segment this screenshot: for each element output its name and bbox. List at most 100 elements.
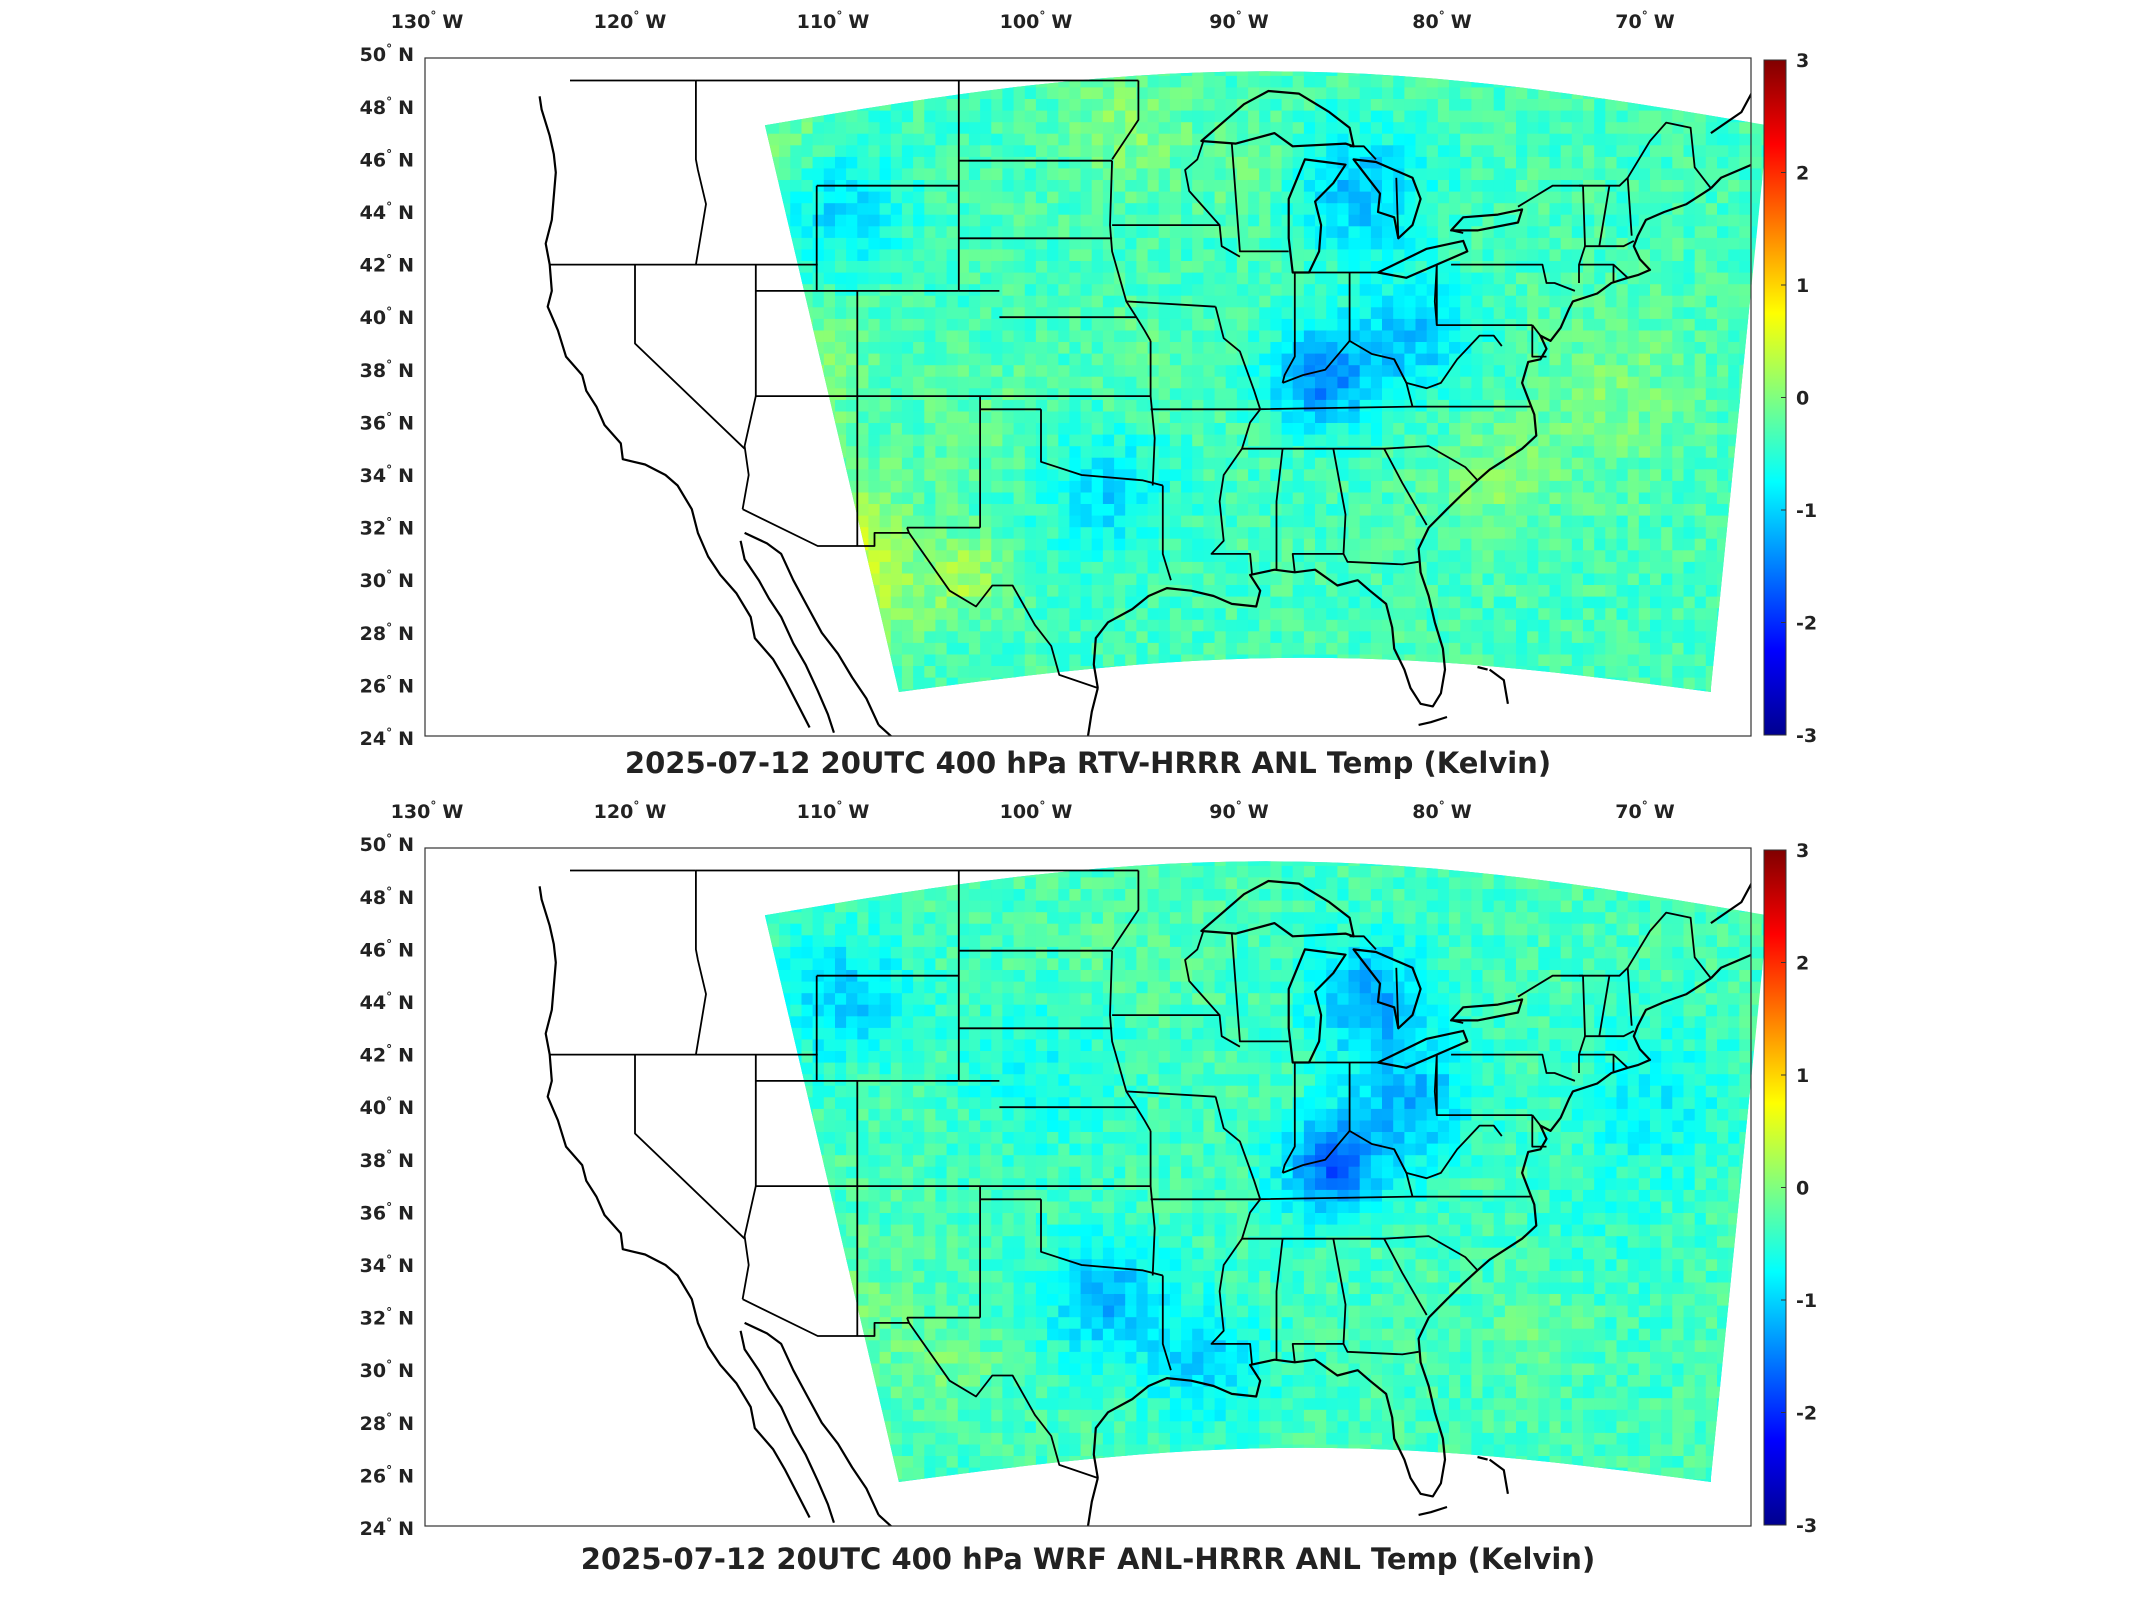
state-border <box>1578 185 1586 283</box>
latitude-tick-label: 44° N <box>360 990 414 1014</box>
coastline <box>1710 92 1751 135</box>
state-border <box>1626 911 1712 979</box>
state-border <box>1579 1053 1629 1069</box>
coastline <box>744 1321 880 1516</box>
latitude-tick-label: 48° N <box>360 885 414 909</box>
latitude-tick-label: 34° N <box>360 1253 414 1277</box>
state-border <box>1383 448 1428 526</box>
coastline <box>739 540 835 734</box>
longitude-tick-label: 130° W <box>391 9 464 33</box>
latitude-tick-label: 40° N <box>360 1095 414 1119</box>
state-border <box>1450 1019 1464 1024</box>
latitude-tick-label: 30° N <box>360 568 414 592</box>
state-border <box>1531 324 1542 337</box>
state-border <box>1040 409 1164 487</box>
colorbar-tick-label: 1 <box>1796 1065 1809 1087</box>
latitude-tick-label: 48° N <box>360 95 414 119</box>
coastline <box>739 1330 835 1524</box>
state-border <box>634 264 746 450</box>
state-border <box>1393 334 1503 390</box>
state-border <box>1579 967 1629 977</box>
state-border <box>1126 300 1216 308</box>
coastline <box>538 96 811 729</box>
state-border <box>1585 240 1635 248</box>
map-figure-rtv: 130° W 120° W 110° W 100° W 90° W 80° W 70° W 50° N 48° N… <box>360 9 1817 750</box>
longitude-tick-label: 110° W <box>797 799 870 823</box>
latitude-tick-label: 46° N <box>360 147 414 171</box>
state-border <box>1275 1238 1284 1360</box>
state-border <box>1230 143 1289 253</box>
longitude-tick-label: 100° W <box>1000 9 1073 33</box>
state-border <box>1531 325 1547 358</box>
state-border <box>742 1298 909 1337</box>
great-lake-outline <box>1376 239 1469 279</box>
coastline <box>1092 187 1712 708</box>
panel-title: 2025-07-12 20UTC 400 hPa WRF ANL-HRRR AN… <box>580 1542 1596 1576</box>
longitude-tick-label: 90° W <box>1209 799 1268 823</box>
state-border <box>1578 975 1586 1073</box>
map-boundaries <box>538 79 1751 736</box>
great-lake-outline <box>1200 89 1355 148</box>
state-border <box>1626 177 1633 236</box>
longitude-tick-label: 70° W <box>1615 9 1674 33</box>
colorbar-tick-label: 1 <box>1796 275 1809 297</box>
latitude-tick-label: 24° N <box>360 1516 414 1540</box>
state-border <box>1184 930 1241 1048</box>
latitude-tick-label: 36° N <box>360 1200 414 1224</box>
longitude-tick-label: 80° W <box>1412 9 1471 33</box>
state-border <box>1342 1343 1419 1356</box>
latitude-tick-label: 32° N <box>360 516 414 540</box>
island-outline <box>1418 1505 1448 1516</box>
latitude-tick-label: 34° N <box>360 463 414 487</box>
coastline <box>1086 1477 1099 1526</box>
longitude-tick-label: 80° W <box>1412 799 1471 823</box>
great-lake-outline <box>1287 948 1347 1064</box>
state-border <box>1433 1054 1438 1116</box>
state-border <box>1161 485 1172 581</box>
latitude-tick-label: 26° N <box>360 673 414 697</box>
great-lake-outline <box>1450 998 1524 1022</box>
colorbar-tick-label: 2 <box>1796 163 1809 185</box>
great-lake-outline <box>1450 208 1524 232</box>
colorbar-tick-label: -1 <box>1796 1290 1817 1312</box>
state-border <box>1230 933 1289 1043</box>
state-border <box>1517 974 1583 998</box>
latitude-tick-label: 44° N <box>360 200 414 224</box>
latitude-tick-label: 42° N <box>360 253 414 277</box>
state-border <box>1111 870 1140 950</box>
state-border <box>1585 1030 1635 1038</box>
state-border <box>1161 1275 1172 1371</box>
state-border <box>1531 1115 1547 1148</box>
state-border <box>1111 80 1140 160</box>
great-lake-outline <box>1352 948 1422 1030</box>
state-border <box>1150 1195 1531 1201</box>
colorbar-tick-label: 0 <box>1796 1178 1809 1200</box>
state-border <box>1393 1124 1503 1180</box>
state-border <box>1342 553 1419 566</box>
coastline <box>744 531 880 726</box>
coastline <box>1086 687 1099 736</box>
latitude-tick-label: 36° N <box>360 410 414 434</box>
state-border <box>634 1054 746 1240</box>
colorbar-tick-label: 2 <box>1796 953 1809 975</box>
state-border <box>1451 1053 1576 1082</box>
island-outline <box>1477 1455 1488 1461</box>
map-figure-wrf: 130° W 120° W 110° W 100° W 90° W 80° W 70° W 50° N 48° N… <box>360 799 1817 1540</box>
island-outline <box>1488 668 1509 704</box>
state-border <box>1598 975 1611 1037</box>
coastline <box>1710 882 1751 925</box>
state-border <box>754 185 818 292</box>
state-border <box>1040 1199 1164 1277</box>
state-border <box>1282 1235 1479 1271</box>
latitude-tick-label: 28° N <box>360 621 414 645</box>
island-outline <box>1488 1458 1509 1494</box>
latitude-tick-label: 42° N <box>360 1043 414 1067</box>
state-border <box>742 508 909 547</box>
state-border <box>1598 185 1611 247</box>
colorbar-tick-label: -3 <box>1796 725 1817 747</box>
colorbar-tick-label: -2 <box>1796 613 1817 635</box>
longitude-tick-label: 120° W <box>594 9 667 33</box>
state-border <box>1126 1090 1216 1098</box>
coastline <box>1710 953 1751 980</box>
colorbar-tick-label: 3 <box>1796 840 1809 862</box>
